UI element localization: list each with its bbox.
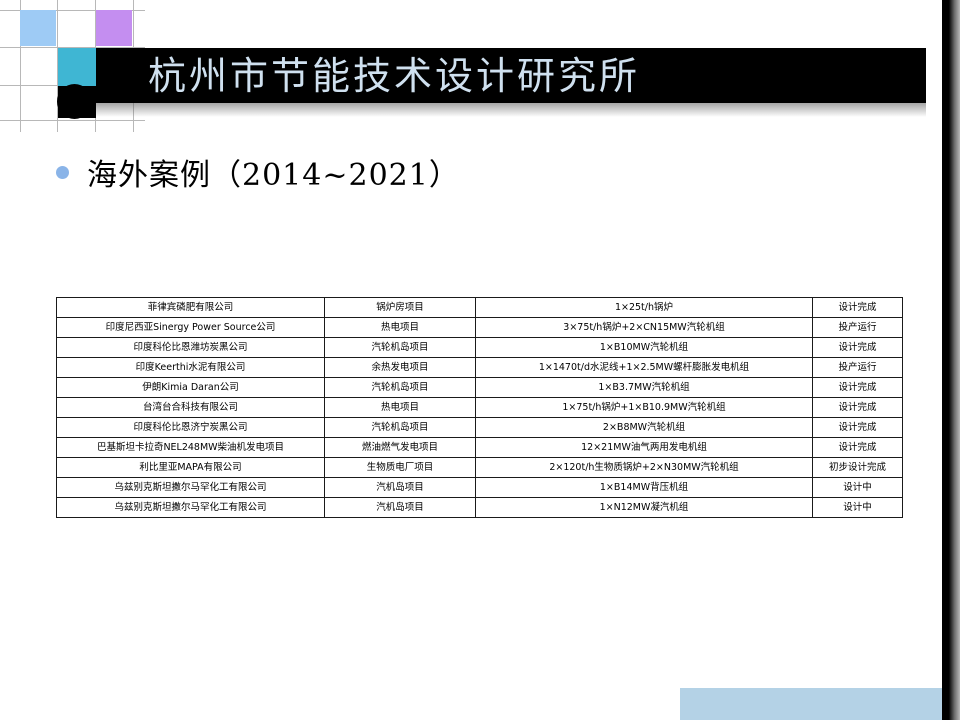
cell-configuration: 1×25t/h锅炉 bbox=[475, 297, 813, 318]
table-row: 台湾台合科技有限公司 热电项目 1×75t/h锅炉+1×B10.9MW汽轮机组 设计完… bbox=[56, 397, 903, 418]
page-title: 杭州市节能技术设计研究所 bbox=[148, 54, 641, 98]
cell-status: 设计完成 bbox=[812, 377, 903, 398]
cell-project-owner: 乌兹别克斯坦撒尔马罕化工有限公司 bbox=[56, 477, 325, 498]
cell-status: 设计中 bbox=[812, 477, 903, 498]
grid-line-horizontal bbox=[0, 47, 145, 48]
cell-project-type: 汽机岛项目 bbox=[324, 477, 476, 498]
table-row: 乌兹别克斯坦撒尔马罕化工有限公司 汽机岛项目 1×N12MW凝汽机组 设计中 bbox=[56, 497, 903, 518]
cell-project-owner: 菲律宾磷肥有限公司 bbox=[56, 297, 325, 318]
deco-circle-black bbox=[57, 84, 92, 119]
cell-configuration: 3×75t/h锅炉+2×CN15MW汽轮机组 bbox=[475, 317, 813, 338]
cell-status: 设计中 bbox=[812, 497, 903, 518]
cell-project-type: 生物质电厂项目 bbox=[324, 457, 476, 478]
table-row: 印度Keerthi水泥有限公司 余热发电项目 1×1470t/d水泥线+1×2.5M… bbox=[56, 357, 903, 378]
cell-project-type: 余热发电项目 bbox=[324, 357, 476, 378]
cell-project-type: 汽轮机岛项目 bbox=[324, 337, 476, 358]
cell-configuration: 1×B3.7MW汽轮机组 bbox=[475, 377, 813, 398]
cell-configuration: 1×B10MW汽轮机组 bbox=[475, 337, 813, 358]
cell-configuration: 1×75t/h锅炉+1×B10.9MW汽轮机组 bbox=[475, 397, 813, 418]
cell-project-owner: 印度尼西亚Sinergy Power Source公司 bbox=[56, 317, 325, 338]
table-row: 印度科伦比恩济宁炭黑公司 汽轮机岛项目 2×B8MW汽轮机组 设计完成 bbox=[56, 417, 903, 438]
table-row: 菲律宾磷肥有限公司 锅炉房项目 1×25t/h锅炉 设计完成 bbox=[56, 297, 903, 318]
grid-line-horizontal bbox=[0, 10, 145, 11]
cell-status: 投产运行 bbox=[812, 317, 903, 338]
cell-project-owner: 印度科伦比恩济宁炭黑公司 bbox=[56, 417, 325, 438]
overseas-projects-table: 菲律宾磷肥有限公司 锅炉房项目 1×25t/h锅炉 设计完成 印度尼西亚Sinergy … bbox=[56, 297, 903, 518]
bullet-row: 海外案例（2014~2021） bbox=[56, 150, 460, 194]
cell-project-type: 燃油燃气发电项目 bbox=[324, 437, 476, 458]
cell-project-owner: 伊朗Kimia Daran公司 bbox=[56, 377, 325, 398]
grid-line-horizontal bbox=[0, 120, 145, 121]
cell-status: 设计完成 bbox=[812, 397, 903, 418]
cell-project-owner: 台湾台合科技有限公司 bbox=[56, 397, 325, 418]
cell-project-owner: 乌兹别克斯坦撒尔马罕化工有限公司 bbox=[56, 497, 325, 518]
cell-project-type: 热电项目 bbox=[324, 317, 476, 338]
cell-status: 设计完成 bbox=[812, 337, 903, 358]
cell-project-type: 汽轮机岛项目 bbox=[324, 377, 476, 398]
cell-project-owner: 印度Keerthi水泥有限公司 bbox=[56, 357, 325, 378]
cell-project-owner: 利比里亚MAPA有限公司 bbox=[56, 457, 325, 478]
cell-project-type: 热电项目 bbox=[324, 397, 476, 418]
deco-square-teal bbox=[58, 48, 96, 86]
bullet-dot-icon bbox=[56, 165, 69, 179]
right-edge-band bbox=[942, 0, 960, 720]
cell-project-owner: 印度科伦比恩潍坊炭黑公司 bbox=[56, 337, 325, 358]
title-bar bbox=[96, 48, 926, 103]
grid-line-vertical bbox=[57, 0, 58, 132]
deco-square-light-blue bbox=[20, 10, 56, 46]
cell-configuration: 2×B8MW汽轮机组 bbox=[475, 417, 813, 438]
table-row: 印度尼西亚Sinergy Power Source公司 热电项目 3×75t/h锅炉… bbox=[56, 317, 903, 338]
table-row: 巴基斯坦卡拉奇NEL248MW柴油机发电项目 燃油燃气发电项目 12×21MW油气两… bbox=[56, 437, 903, 458]
table-row: 乌兹别克斯坦撒尔马罕化工有限公司 汽机岛项目 1×B14MW背压机组 设计中 bbox=[56, 477, 903, 498]
title-bar-shadow bbox=[96, 103, 926, 117]
cell-project-type: 汽机岛项目 bbox=[324, 497, 476, 518]
cell-configuration: 12×21MW油气两用发电机组 bbox=[475, 437, 813, 458]
cell-project-owner: 巴基斯坦卡拉奇NEL248MW柴油机发电项目 bbox=[56, 437, 325, 458]
grid-line-vertical bbox=[20, 0, 21, 132]
cell-configuration: 1×1470t/d水泥线+1×2.5MW螺杆膨胀发电机组 bbox=[475, 357, 813, 378]
cell-project-type: 汽轮机岛项目 bbox=[324, 417, 476, 438]
bottom-accent-bar bbox=[680, 688, 942, 720]
deco-square-purple bbox=[96, 10, 132, 46]
cell-status: 设计完成 bbox=[812, 437, 903, 458]
table-row: 伊朗Kimia Daran公司 汽轮机岛项目 1×B3.7MW汽轮机组 设计完成 bbox=[56, 377, 903, 398]
cell-configuration: 2×120t/h生物质锅炉+2×N30MW汽轮机组 bbox=[475, 457, 813, 478]
cell-configuration: 1×B14MW背压机组 bbox=[475, 477, 813, 498]
bullet-label: 海外案例（2014~2021） bbox=[87, 158, 460, 193]
cell-status: 设计完成 bbox=[812, 297, 903, 318]
table-row: 印度科伦比恩潍坊炭黑公司 汽轮机岛项目 1×B10MW汽轮机组 设计完成 bbox=[56, 337, 903, 358]
table-row: 利比里亚MAPA有限公司 生物质电厂项目 2×120t/h生物质锅炉+2×N30MW… bbox=[56, 457, 903, 478]
cell-configuration: 1×N12MW凝汽机组 bbox=[475, 497, 813, 518]
cell-status: 投产运行 bbox=[812, 357, 903, 378]
projects-table-body: 菲律宾磷肥有限公司 锅炉房项目 1×25t/h锅炉 设计完成 印度尼西亚Sinergy … bbox=[56, 297, 903, 518]
cell-project-type: 锅炉房项目 bbox=[324, 297, 476, 318]
cell-status: 初步设计完成 bbox=[812, 457, 903, 478]
cell-status: 设计完成 bbox=[812, 417, 903, 438]
